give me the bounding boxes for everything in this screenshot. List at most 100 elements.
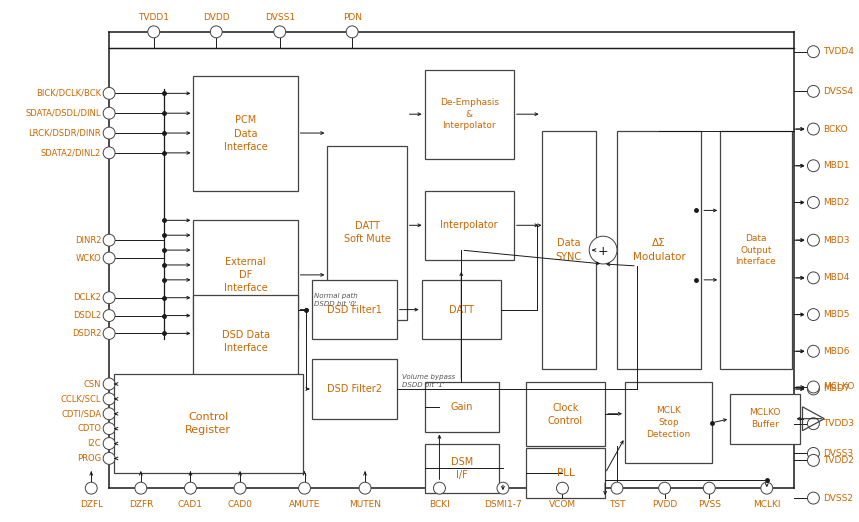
- Circle shape: [659, 482, 671, 494]
- Circle shape: [210, 26, 222, 38]
- Circle shape: [807, 381, 819, 393]
- Circle shape: [185, 482, 197, 494]
- Bar: [193, 220, 297, 329]
- Text: CCLK/SCL: CCLK/SCL: [61, 395, 101, 404]
- Circle shape: [807, 383, 819, 395]
- Text: MCLKO: MCLKO: [823, 383, 855, 392]
- Circle shape: [103, 147, 115, 159]
- Text: External
DF
Interface: External DF Interface: [223, 257, 267, 293]
- Circle shape: [103, 327, 115, 339]
- Bar: [424, 69, 514, 159]
- Bar: [625, 382, 712, 464]
- Text: CDTI/SDA: CDTI/SDA: [61, 409, 101, 418]
- Text: AMUTE: AMUTE: [289, 500, 320, 509]
- Circle shape: [807, 196, 819, 208]
- Circle shape: [103, 127, 115, 139]
- Circle shape: [235, 482, 246, 494]
- Circle shape: [761, 482, 773, 494]
- Text: Volume bypass: Volume bypass: [402, 374, 455, 380]
- Text: TVDD3: TVDD3: [823, 419, 855, 428]
- Text: DINR2: DINR2: [75, 235, 101, 245]
- Circle shape: [557, 482, 569, 494]
- Text: BICK/DCLK/BCK: BICK/DCLK/BCK: [36, 89, 101, 98]
- Text: +: +: [598, 245, 608, 257]
- Text: DVSS4: DVSS4: [823, 87, 853, 96]
- Text: DSDL2: DSDL2: [73, 311, 101, 320]
- Circle shape: [807, 123, 819, 135]
- Circle shape: [434, 482, 446, 494]
- Text: MBD5: MBD5: [823, 310, 850, 319]
- Text: BCKO: BCKO: [823, 125, 848, 134]
- Circle shape: [807, 455, 819, 466]
- Bar: [313, 359, 397, 419]
- Bar: [193, 77, 297, 191]
- Text: DSMI1-7: DSMI1-7: [484, 500, 521, 509]
- Text: Interpolator: Interpolator: [441, 220, 498, 230]
- Circle shape: [807, 272, 819, 284]
- Circle shape: [807, 86, 819, 97]
- Text: DSD Data
Interface: DSD Data Interface: [222, 330, 270, 353]
- Text: PROG: PROG: [77, 454, 101, 463]
- Text: CAD0: CAD0: [228, 500, 253, 509]
- Text: MBD4: MBD4: [823, 274, 850, 282]
- Circle shape: [346, 26, 358, 38]
- Text: Normal path: Normal path: [314, 293, 358, 299]
- Circle shape: [807, 46, 819, 57]
- Bar: [720, 131, 792, 369]
- Circle shape: [103, 107, 115, 119]
- Circle shape: [103, 437, 115, 449]
- Circle shape: [807, 309, 819, 321]
- Text: ΔΣ
Modulator: ΔΣ Modulator: [633, 239, 685, 262]
- Text: PVSS: PVSS: [698, 500, 721, 509]
- Text: Clock
Control: Clock Control: [548, 402, 583, 426]
- Text: PLL: PLL: [557, 468, 575, 478]
- Circle shape: [103, 234, 115, 246]
- Bar: [730, 394, 800, 444]
- Text: I2C: I2C: [88, 439, 101, 448]
- Bar: [193, 295, 297, 389]
- Bar: [526, 448, 605, 498]
- Circle shape: [103, 378, 115, 390]
- Text: DATT: DATT: [448, 305, 474, 315]
- Text: CSN: CSN: [83, 379, 101, 388]
- Text: MBD2: MBD2: [823, 198, 850, 207]
- Bar: [424, 382, 499, 432]
- Circle shape: [497, 482, 509, 494]
- Circle shape: [103, 393, 115, 405]
- Circle shape: [704, 482, 716, 494]
- Text: DZFR: DZFR: [129, 500, 153, 509]
- Text: CAD1: CAD1: [178, 500, 203, 509]
- Text: DZFL: DZFL: [80, 500, 103, 509]
- Circle shape: [807, 418, 819, 430]
- Text: MUTEN: MUTEN: [349, 500, 381, 509]
- Circle shape: [103, 423, 115, 435]
- Text: DSDR2: DSDR2: [72, 329, 101, 338]
- Text: Gain: Gain: [450, 402, 473, 412]
- Circle shape: [85, 482, 97, 494]
- Text: TVDD2: TVDD2: [823, 456, 854, 465]
- Text: MCLKI: MCLKI: [753, 500, 781, 509]
- Text: DSD Filter2: DSD Filter2: [327, 384, 382, 394]
- Circle shape: [589, 236, 617, 264]
- Bar: [526, 382, 605, 446]
- Text: WCKO: WCKO: [76, 254, 101, 263]
- Bar: [327, 146, 406, 319]
- Text: BCKI: BCKI: [429, 500, 450, 509]
- Circle shape: [103, 310, 115, 322]
- Circle shape: [103, 408, 115, 420]
- Bar: [313, 280, 397, 339]
- Circle shape: [103, 453, 115, 465]
- Text: TVDD4: TVDD4: [823, 47, 854, 56]
- Text: MBD7: MBD7: [823, 385, 850, 394]
- Circle shape: [807, 234, 819, 246]
- Text: DSD Filter1: DSD Filter1: [327, 305, 382, 315]
- Circle shape: [103, 87, 115, 99]
- Text: MCLKO
Buffer: MCLKO Buffer: [749, 408, 781, 429]
- Circle shape: [274, 26, 286, 38]
- Text: DCLK2: DCLK2: [73, 293, 101, 302]
- Circle shape: [807, 447, 819, 459]
- Text: PCM
Data
Interface: PCM Data Interface: [223, 115, 267, 152]
- Text: TVDD1: TVDD1: [138, 13, 169, 22]
- Text: MBD3: MBD3: [823, 235, 850, 245]
- Text: VCOM: VCOM: [549, 500, 576, 509]
